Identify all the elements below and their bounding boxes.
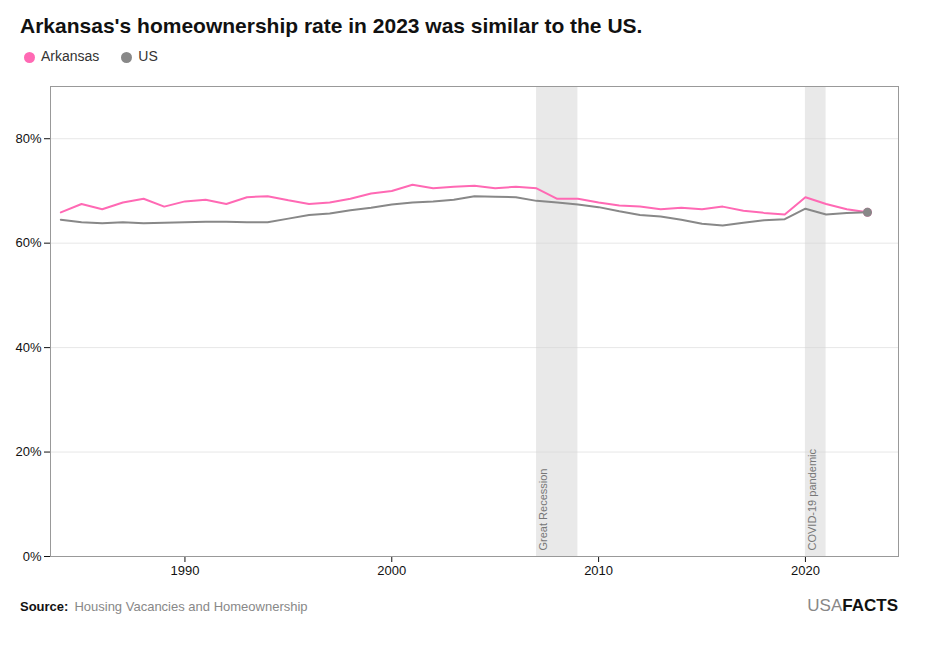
- svg-text:40%: 40%: [15, 340, 41, 355]
- svg-text:20%: 20%: [15, 444, 41, 459]
- svg-text:1990: 1990: [170, 563, 199, 578]
- svg-text:2010: 2010: [584, 563, 613, 578]
- html-text:Arkansas's homeownership rate: Arkansas's homeownership rate in 2023 wa…: [20, 14, 643, 37]
- svg-text:2000: 2000: [377, 563, 406, 578]
- html-text:Arkansas: Arkansas: [41, 48, 100, 64]
- html-text:Source: Housing Vacancies and: Source: Housing Vacancies and Homeowners…: [20, 598, 308, 614]
- svg-text:60%: 60%: [15, 235, 41, 250]
- svg-text:0%: 0%: [23, 549, 42, 564]
- html-text:USA FACTS: USA FACTS: [807, 596, 898, 615]
- html-text:US: US: [138, 48, 158, 64]
- svg-text:2020: 2020: [791, 563, 820, 578]
- svg-text:Great Recession: Great Recession: [537, 469, 549, 551]
- svg-text:COVID-19 pandemic: COVID-19 pandemic: [806, 449, 818, 551]
- svg-text:80%: 80%: [15, 131, 41, 146]
